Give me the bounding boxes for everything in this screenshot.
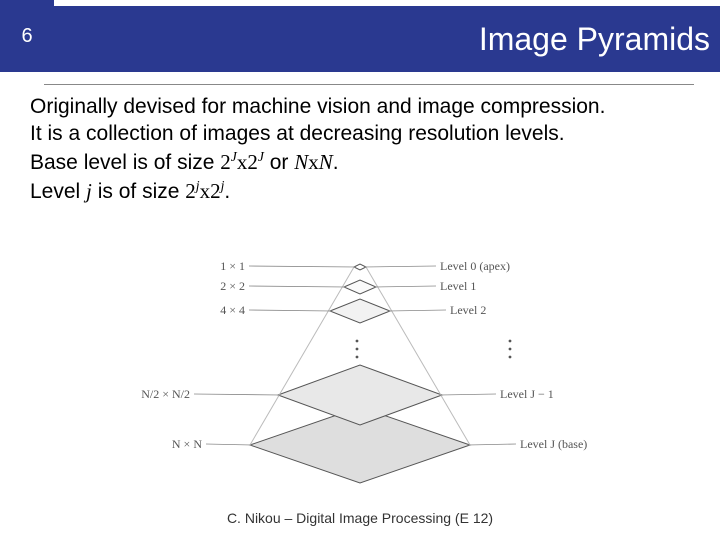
slide-header: 6 Image Pyramids: [0, 0, 720, 72]
svg-text:Level 1: Level 1: [440, 279, 476, 293]
svg-text:2 × 2: 2 × 2: [220, 279, 245, 293]
or: or: [264, 151, 294, 174]
dot4: .: [224, 180, 230, 203]
N2: N: [319, 150, 333, 174]
b4b: 2: [210, 179, 221, 203]
base2b: 2: [247, 150, 258, 174]
slide-number: 6: [21, 25, 32, 48]
svg-text:N × N: N × N: [172, 437, 202, 451]
slide-title: Image Pyramids: [479, 21, 710, 58]
pyramid-figure: 1 × 1 2 × 2 4 × 4 N/2 × N/2 N × N Level 0 (ap…: [130, 245, 590, 485]
footer-text: C. Nikou – Digital Image Processing (E 1…: [227, 510, 493, 526]
body-line-4-mid: is of size: [92, 180, 185, 203]
b4a: 2: [185, 179, 196, 203]
body-line-2: It is a collection of images at decreasi…: [30, 122, 565, 145]
body-text: Originally devised for machine vision an…: [30, 94, 700, 206]
title-bar: Image Pyramids: [54, 6, 720, 72]
svg-text:Level J − 1: Level J − 1: [500, 387, 554, 401]
svg-text:4 × 4: 4 × 4: [220, 303, 245, 317]
x4: x: [200, 179, 211, 203]
N1: N: [294, 150, 308, 174]
title-area: Image Pyramids: [54, 0, 720, 72]
svg-text:Level 2: Level 2: [450, 303, 486, 317]
base2a: 2: [220, 150, 231, 174]
x2: x: [308, 150, 319, 174]
slide-number-box: 6: [0, 0, 54, 72]
header-underline: [44, 84, 694, 85]
body-line-4-pre: Level: [30, 180, 86, 203]
svg-text:N/2 × N/2: N/2 × N/2: [141, 387, 190, 401]
body-line-1: Originally devised for machine vision an…: [30, 95, 605, 118]
x1: x: [237, 150, 248, 174]
svg-text:1 × 1: 1 × 1: [220, 259, 245, 273]
slide-footer: C. Nikou – Digital Image Processing (E 1…: [0, 510, 720, 526]
dot3: .: [333, 151, 339, 174]
svg-text:Level J (base): Level J (base): [520, 437, 587, 451]
svg-text:Level 0 (apex): Level 0 (apex): [440, 259, 510, 273]
body-line-3-pre: Base level is of size: [30, 151, 220, 174]
